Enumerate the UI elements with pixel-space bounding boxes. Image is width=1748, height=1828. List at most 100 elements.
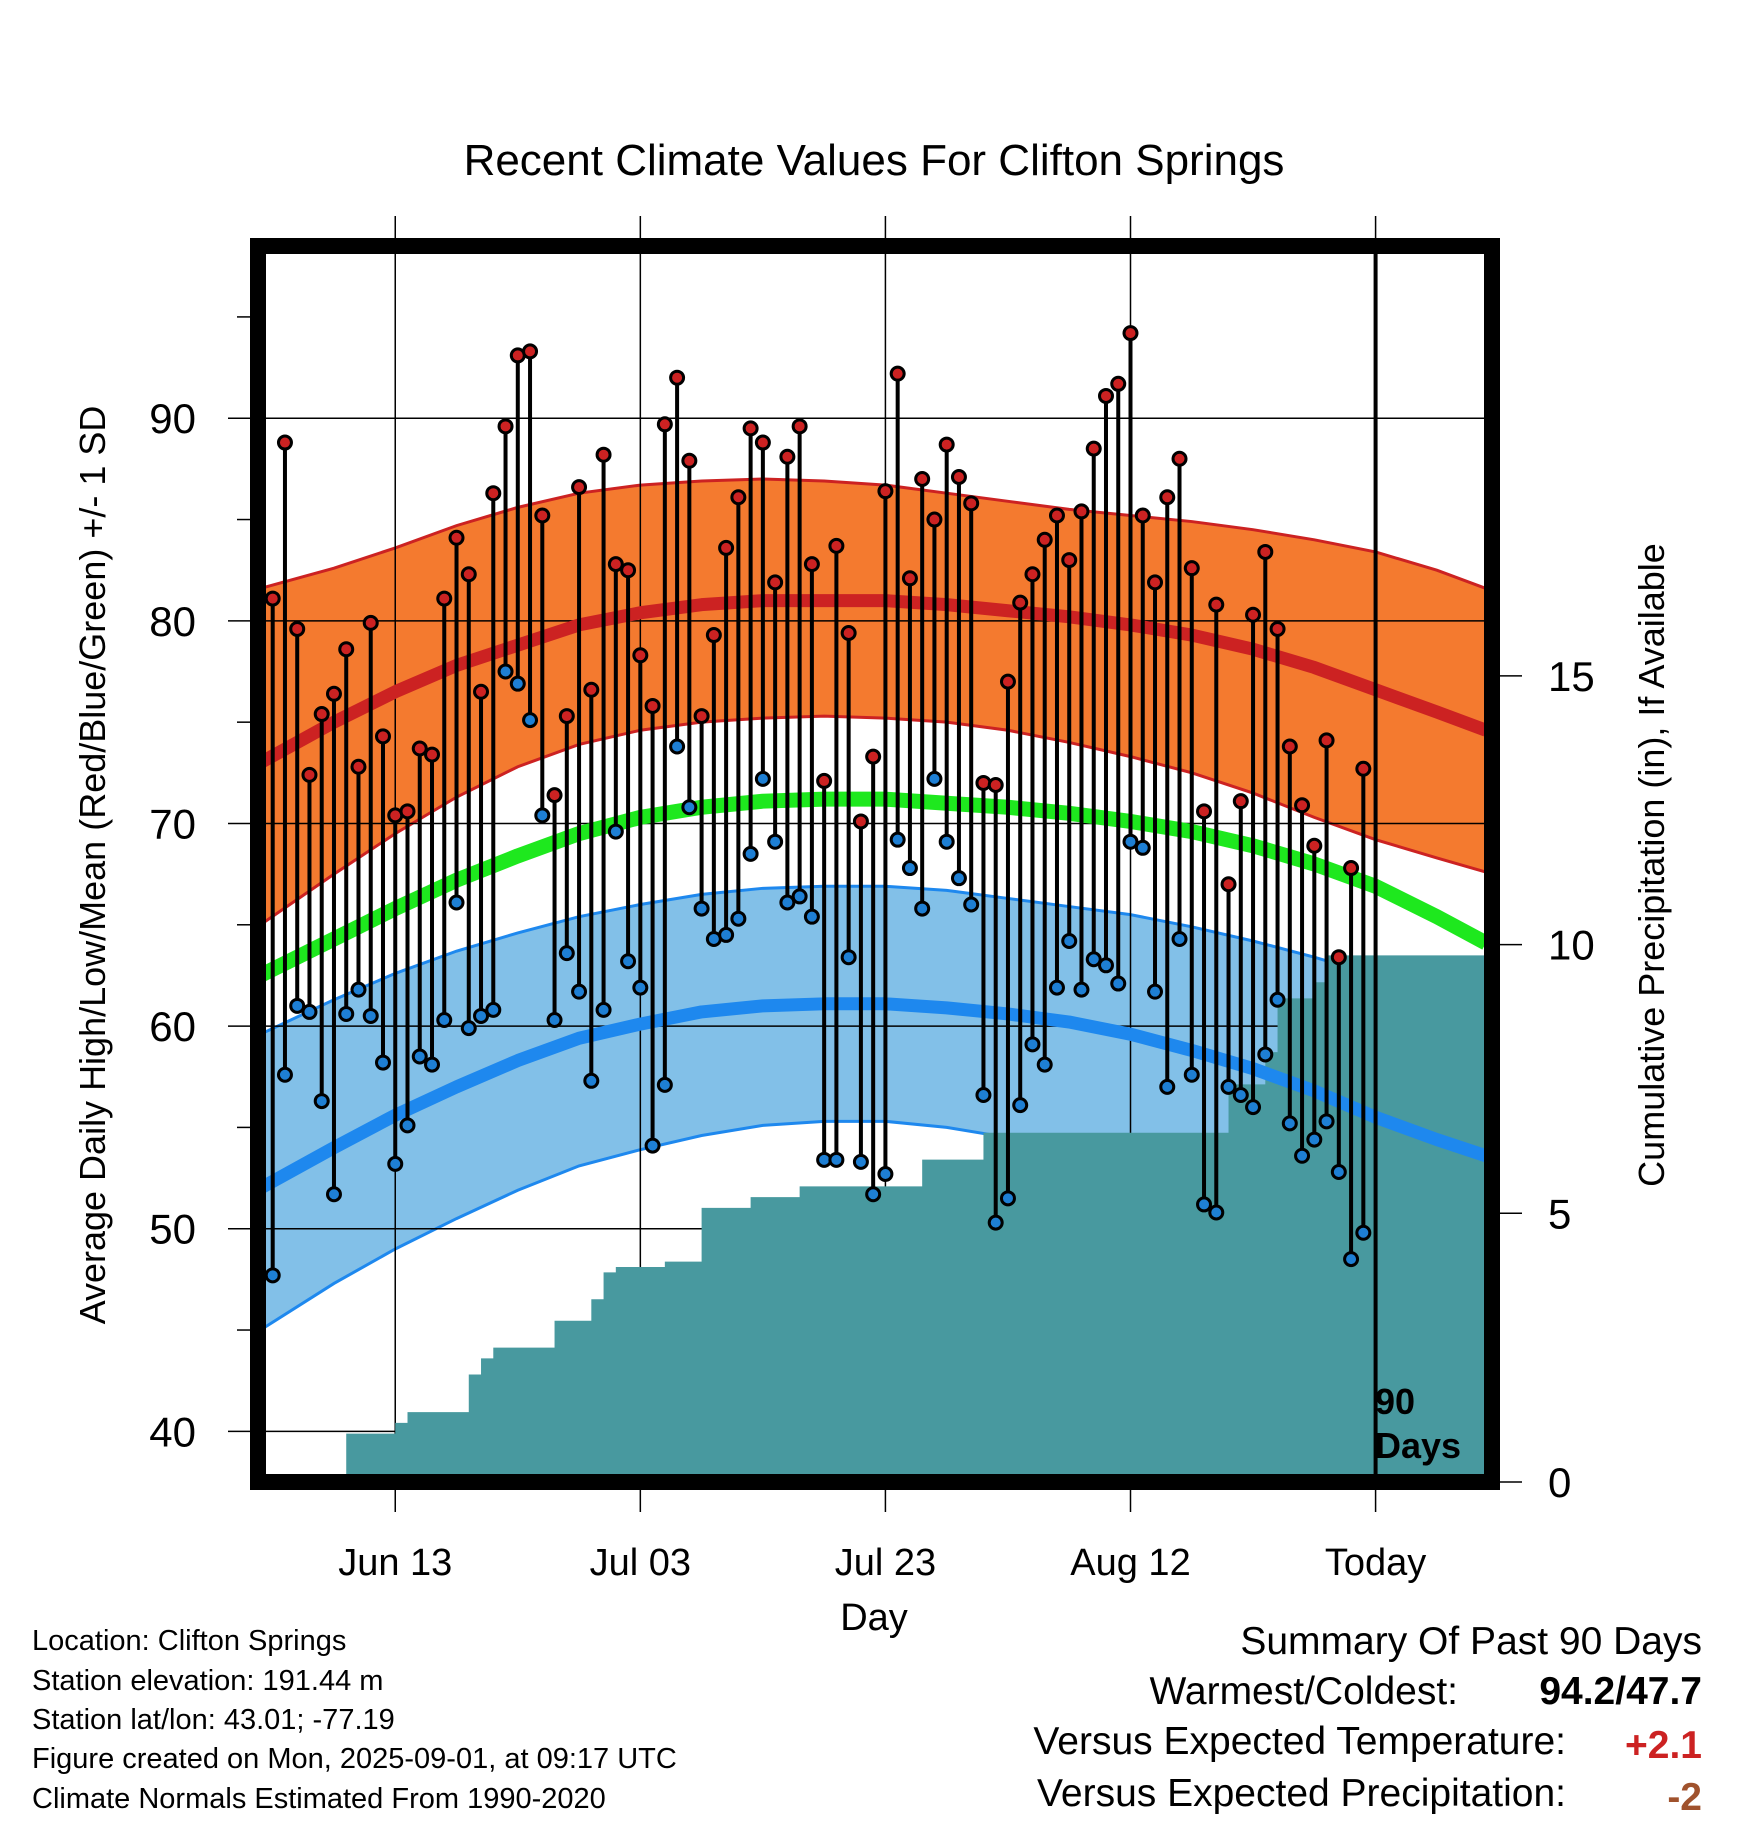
low-point bbox=[509, 675, 526, 692]
low-point bbox=[595, 1001, 612, 1018]
low-point bbox=[1355, 1224, 1372, 1241]
high-point bbox=[816, 772, 833, 789]
high-point bbox=[546, 787, 563, 804]
high-point bbox=[1245, 606, 1262, 623]
low-point bbox=[803, 908, 820, 925]
high-point bbox=[1183, 560, 1200, 577]
high-point bbox=[779, 448, 796, 465]
high-point bbox=[1147, 574, 1164, 591]
low-point bbox=[1024, 1036, 1041, 1053]
low-point bbox=[889, 831, 906, 848]
low-point bbox=[571, 983, 588, 1000]
high-point bbox=[963, 495, 980, 512]
high-point bbox=[1257, 543, 1274, 560]
high-point bbox=[730, 489, 747, 506]
low-point bbox=[1061, 932, 1078, 949]
low-point bbox=[901, 860, 918, 877]
low-point bbox=[742, 845, 759, 862]
low-point bbox=[963, 896, 980, 913]
low-point bbox=[1110, 975, 1127, 992]
low-point bbox=[914, 900, 931, 917]
low-point bbox=[1171, 930, 1188, 947]
low-point bbox=[926, 770, 943, 787]
info-created: Figure created on Mon, 2025-09-01, at 09… bbox=[32, 1743, 677, 1775]
period-label-line2: Days bbox=[1375, 1425, 1461, 1466]
low-point bbox=[1269, 991, 1286, 1008]
high-point bbox=[1355, 760, 1372, 777]
low-point bbox=[779, 894, 796, 911]
low-point bbox=[791, 888, 808, 905]
low-point bbox=[987, 1214, 1004, 1231]
high-point bbox=[313, 706, 330, 723]
low-point bbox=[1036, 1056, 1053, 1073]
low-point bbox=[1073, 981, 1090, 998]
low-point bbox=[350, 981, 367, 998]
high-point bbox=[1122, 325, 1139, 342]
low-point bbox=[754, 770, 771, 787]
high-point bbox=[987, 776, 1004, 793]
high-point bbox=[877, 483, 894, 500]
low-point bbox=[424, 1056, 441, 1073]
low-sd-band bbox=[260, 886, 1486, 1371]
low-point bbox=[1048, 979, 1065, 996]
low-point bbox=[865, 1186, 882, 1203]
high-point bbox=[1306, 837, 1323, 854]
low-point bbox=[558, 945, 575, 962]
low-point bbox=[999, 1190, 1016, 1207]
low-point bbox=[1147, 983, 1164, 1000]
plot-frame bbox=[250, 238, 1500, 1490]
high-point bbox=[350, 758, 367, 775]
summary-precip-label: Versus Expected Precipitation: bbox=[1037, 1772, 1566, 1815]
low-point bbox=[362, 1007, 379, 1024]
axes: 40 50 60 70 80 90 0 5 10 15 Jun 13 Jul 03 Jul 23 Aug … bbox=[149, 216, 1595, 1584]
high-point bbox=[1134, 507, 1151, 524]
low-point bbox=[1245, 1099, 1262, 1116]
high-point bbox=[840, 625, 857, 642]
low-point bbox=[436, 1012, 453, 1029]
period-label-line1: 90 bbox=[1375, 1381, 1415, 1422]
high-point bbox=[999, 673, 1016, 690]
high-point bbox=[1232, 793, 1249, 810]
low-point bbox=[852, 1153, 869, 1170]
low-point bbox=[1122, 833, 1139, 850]
high-point bbox=[803, 556, 820, 573]
high-point bbox=[424, 746, 441, 763]
low-point bbox=[301, 1003, 318, 1020]
high-point bbox=[705, 627, 722, 644]
high-point bbox=[325, 685, 342, 702]
chart-title: Recent Climate Values For Clifton Spring… bbox=[464, 136, 1285, 185]
low-point bbox=[448, 894, 465, 911]
high-point bbox=[1159, 489, 1176, 506]
high-point bbox=[289, 620, 306, 637]
summary-temp-value: +2.1 bbox=[1625, 1724, 1702, 1767]
high-point bbox=[632, 647, 649, 664]
low-point bbox=[497, 663, 514, 680]
high-point bbox=[620, 562, 637, 579]
high-point bbox=[522, 343, 539, 360]
low-point bbox=[656, 1076, 673, 1093]
x-tick-label: Jul 23 bbox=[835, 1542, 936, 1584]
high-point bbox=[485, 485, 502, 502]
high-point bbox=[1012, 594, 1029, 611]
low-point bbox=[399, 1117, 416, 1134]
high-point bbox=[1171, 450, 1188, 467]
low-point bbox=[877, 1166, 894, 1183]
low-point bbox=[1232, 1086, 1249, 1103]
y-tick-label: 80 bbox=[149, 598, 196, 645]
y-tick-label: 60 bbox=[149, 1003, 196, 1050]
low-point bbox=[1085, 951, 1102, 968]
high-point bbox=[901, 570, 918, 587]
low-point bbox=[1343, 1251, 1360, 1268]
low-point bbox=[1183, 1066, 1200, 1083]
low-point bbox=[338, 1005, 355, 1022]
high-point bbox=[852, 813, 869, 830]
low-point bbox=[1281, 1115, 1298, 1132]
high-point bbox=[571, 479, 588, 496]
x-tick-label: Aug 12 bbox=[1070, 1542, 1190, 1584]
high-point bbox=[411, 740, 428, 757]
low-point bbox=[975, 1086, 992, 1103]
high-point bbox=[754, 434, 771, 451]
low-point bbox=[374, 1054, 391, 1071]
low-point bbox=[325, 1186, 342, 1203]
